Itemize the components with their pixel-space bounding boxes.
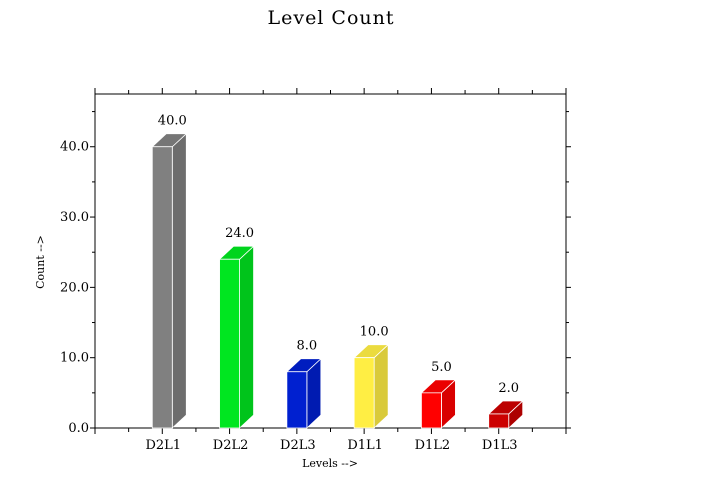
bar-value-label: 8.0 <box>297 339 318 354</box>
x-tick-label: D1L3 <box>482 438 518 453</box>
bar-front-face <box>353 357 375 429</box>
bar-d1l1 <box>353 343 390 429</box>
y-tick-label: 20.0 <box>60 280 89 295</box>
bar-value-label: 5.0 <box>431 360 452 375</box>
y-axis-label: Count --> <box>34 235 47 289</box>
bar-d1l3 <box>487 400 524 429</box>
y-tick-label: 40.0 <box>60 140 89 155</box>
bar-front-face <box>286 371 308 429</box>
x-tick-label: D1L2 <box>415 438 451 453</box>
chart-title: Level Count <box>267 7 394 29</box>
x-tick-label: D2L3 <box>280 438 316 453</box>
x-tick-label: D2L1 <box>145 438 181 453</box>
bar-d2l3 <box>285 357 322 429</box>
bar-value-label: 24.0 <box>225 226 254 241</box>
x-axis: D2L1 D2L2 D2L3 D1L1 D1L2 D1L3 <box>94 88 567 453</box>
bar-d2l1 <box>151 132 188 429</box>
bar-front-face <box>421 392 442 429</box>
y-tick-label: 10.0 <box>60 351 89 366</box>
bar-value-label: 2.0 <box>498 381 519 396</box>
bar-d2l2 <box>218 245 255 429</box>
y-tick-label: 0.0 <box>68 421 89 436</box>
bar-side-face <box>171 132 187 429</box>
bar-side-face <box>239 245 254 429</box>
x-axis-label: Levels --> <box>302 457 358 470</box>
bar-side-face <box>373 343 389 429</box>
bar-front-face <box>151 146 173 429</box>
bar-d1l2 <box>420 378 457 429</box>
bars-group: 40.0 24.0 8.0 10.0 5.0 2.0 <box>151 114 524 429</box>
bar-value-label: 10.0 <box>360 325 389 340</box>
x-tick-label: D2L2 <box>213 438 249 453</box>
bar-front-face <box>219 258 240 429</box>
x-tick-label: D1L1 <box>347 438 383 453</box>
y-axis: 0.0 10.0 20.0 30.0 40.0 <box>60 111 571 436</box>
bar-front-face <box>488 413 510 429</box>
y-tick-label: 30.0 <box>60 210 89 225</box>
bar-value-label: 40.0 <box>158 114 187 129</box>
